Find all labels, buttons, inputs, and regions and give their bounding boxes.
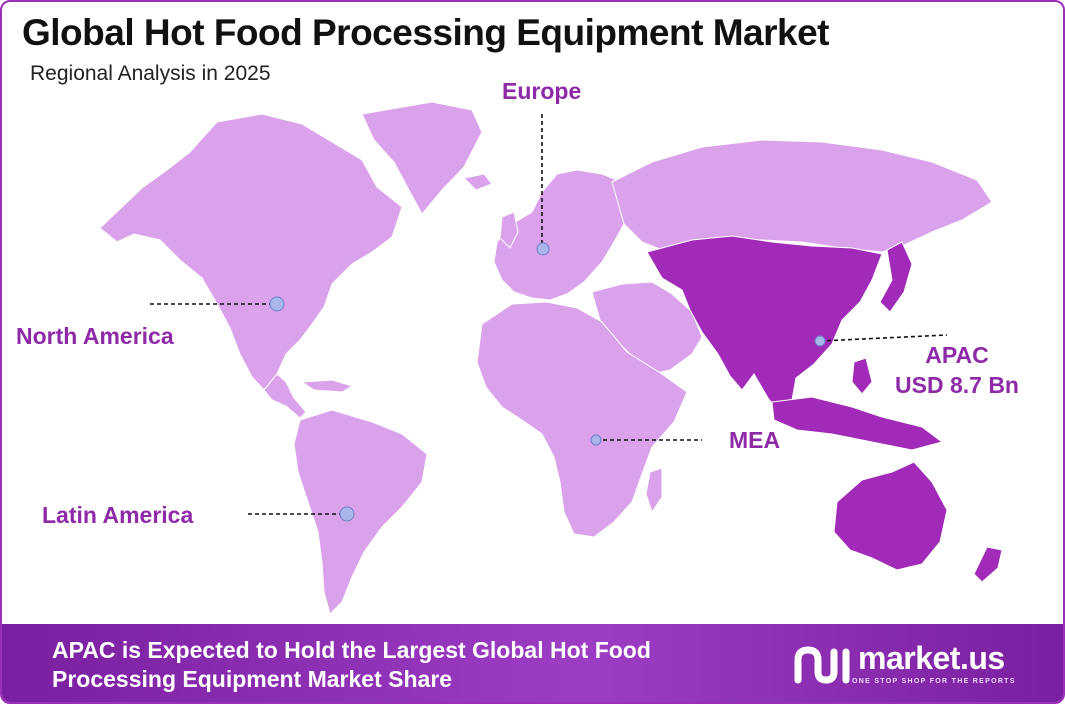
japan-shape — [879, 241, 913, 313]
page-title: Global Hot Food Processing Equipment Mar… — [22, 12, 829, 53]
australia-shape — [833, 461, 948, 571]
southeast-asia-islands-shape — [771, 396, 944, 451]
apac-marker — [814, 335, 826, 347]
latin-america-marker — [339, 506, 355, 522]
footer-text: APAC is Expected to Hold the Largest Glo… — [52, 636, 651, 694]
europe-label: Europe — [502, 78, 582, 104]
brand-logo: market.us ONE STOP SHOP FOR THE REPORTS — [792, 638, 1042, 694]
philippines-shape — [851, 357, 873, 395]
latin-america-label: Latin America — [42, 502, 194, 528]
madagascar-shape — [645, 467, 663, 514]
logo-tagline: ONE STOP SHOP FOR THE REPORTS — [852, 678, 1016, 685]
new-zealand-shape — [973, 546, 1003, 583]
europe-shape — [493, 169, 633, 301]
apac-leader — [819, 334, 948, 342]
logo-name: market.us — [858, 640, 1005, 676]
north-america-label: North America — [16, 323, 174, 349]
apac-label: APAC — [925, 342, 989, 368]
footer-line-1: APAC is Expected to Hold the Largest Glo… — [52, 637, 651, 663]
apac-value: USD 8.7 Bn — [895, 372, 1019, 398]
footer-banner: APAC is Expected to Hold the Largest Glo… — [2, 624, 1063, 702]
iceland-shape — [462, 173, 493, 191]
mea-label: MEA — [729, 427, 781, 453]
north-america-marker — [269, 296, 285, 312]
mea-marker — [590, 434, 602, 446]
apac-asia-shape — [646, 235, 883, 415]
central-america-shape — [263, 373, 307, 419]
south-america-shape — [293, 409, 428, 615]
caribbean-shape — [300, 379, 354, 393]
russia-shape — [611, 139, 993, 253]
footer-line-2: Processing Equipment Market Share — [52, 666, 453, 692]
world-map — [99, 101, 1003, 615]
uk-shape — [499, 211, 519, 249]
greenland-shape — [361, 101, 483, 215]
page-subtitle: Regional Analysis in 2025 — [30, 62, 271, 85]
apac-label-group: APAC USD 8.7 Bn — [882, 340, 1032, 400]
africa-shape — [476, 301, 688, 538]
logo-mark-icon — [794, 646, 850, 684]
europe-marker — [536, 242, 550, 256]
